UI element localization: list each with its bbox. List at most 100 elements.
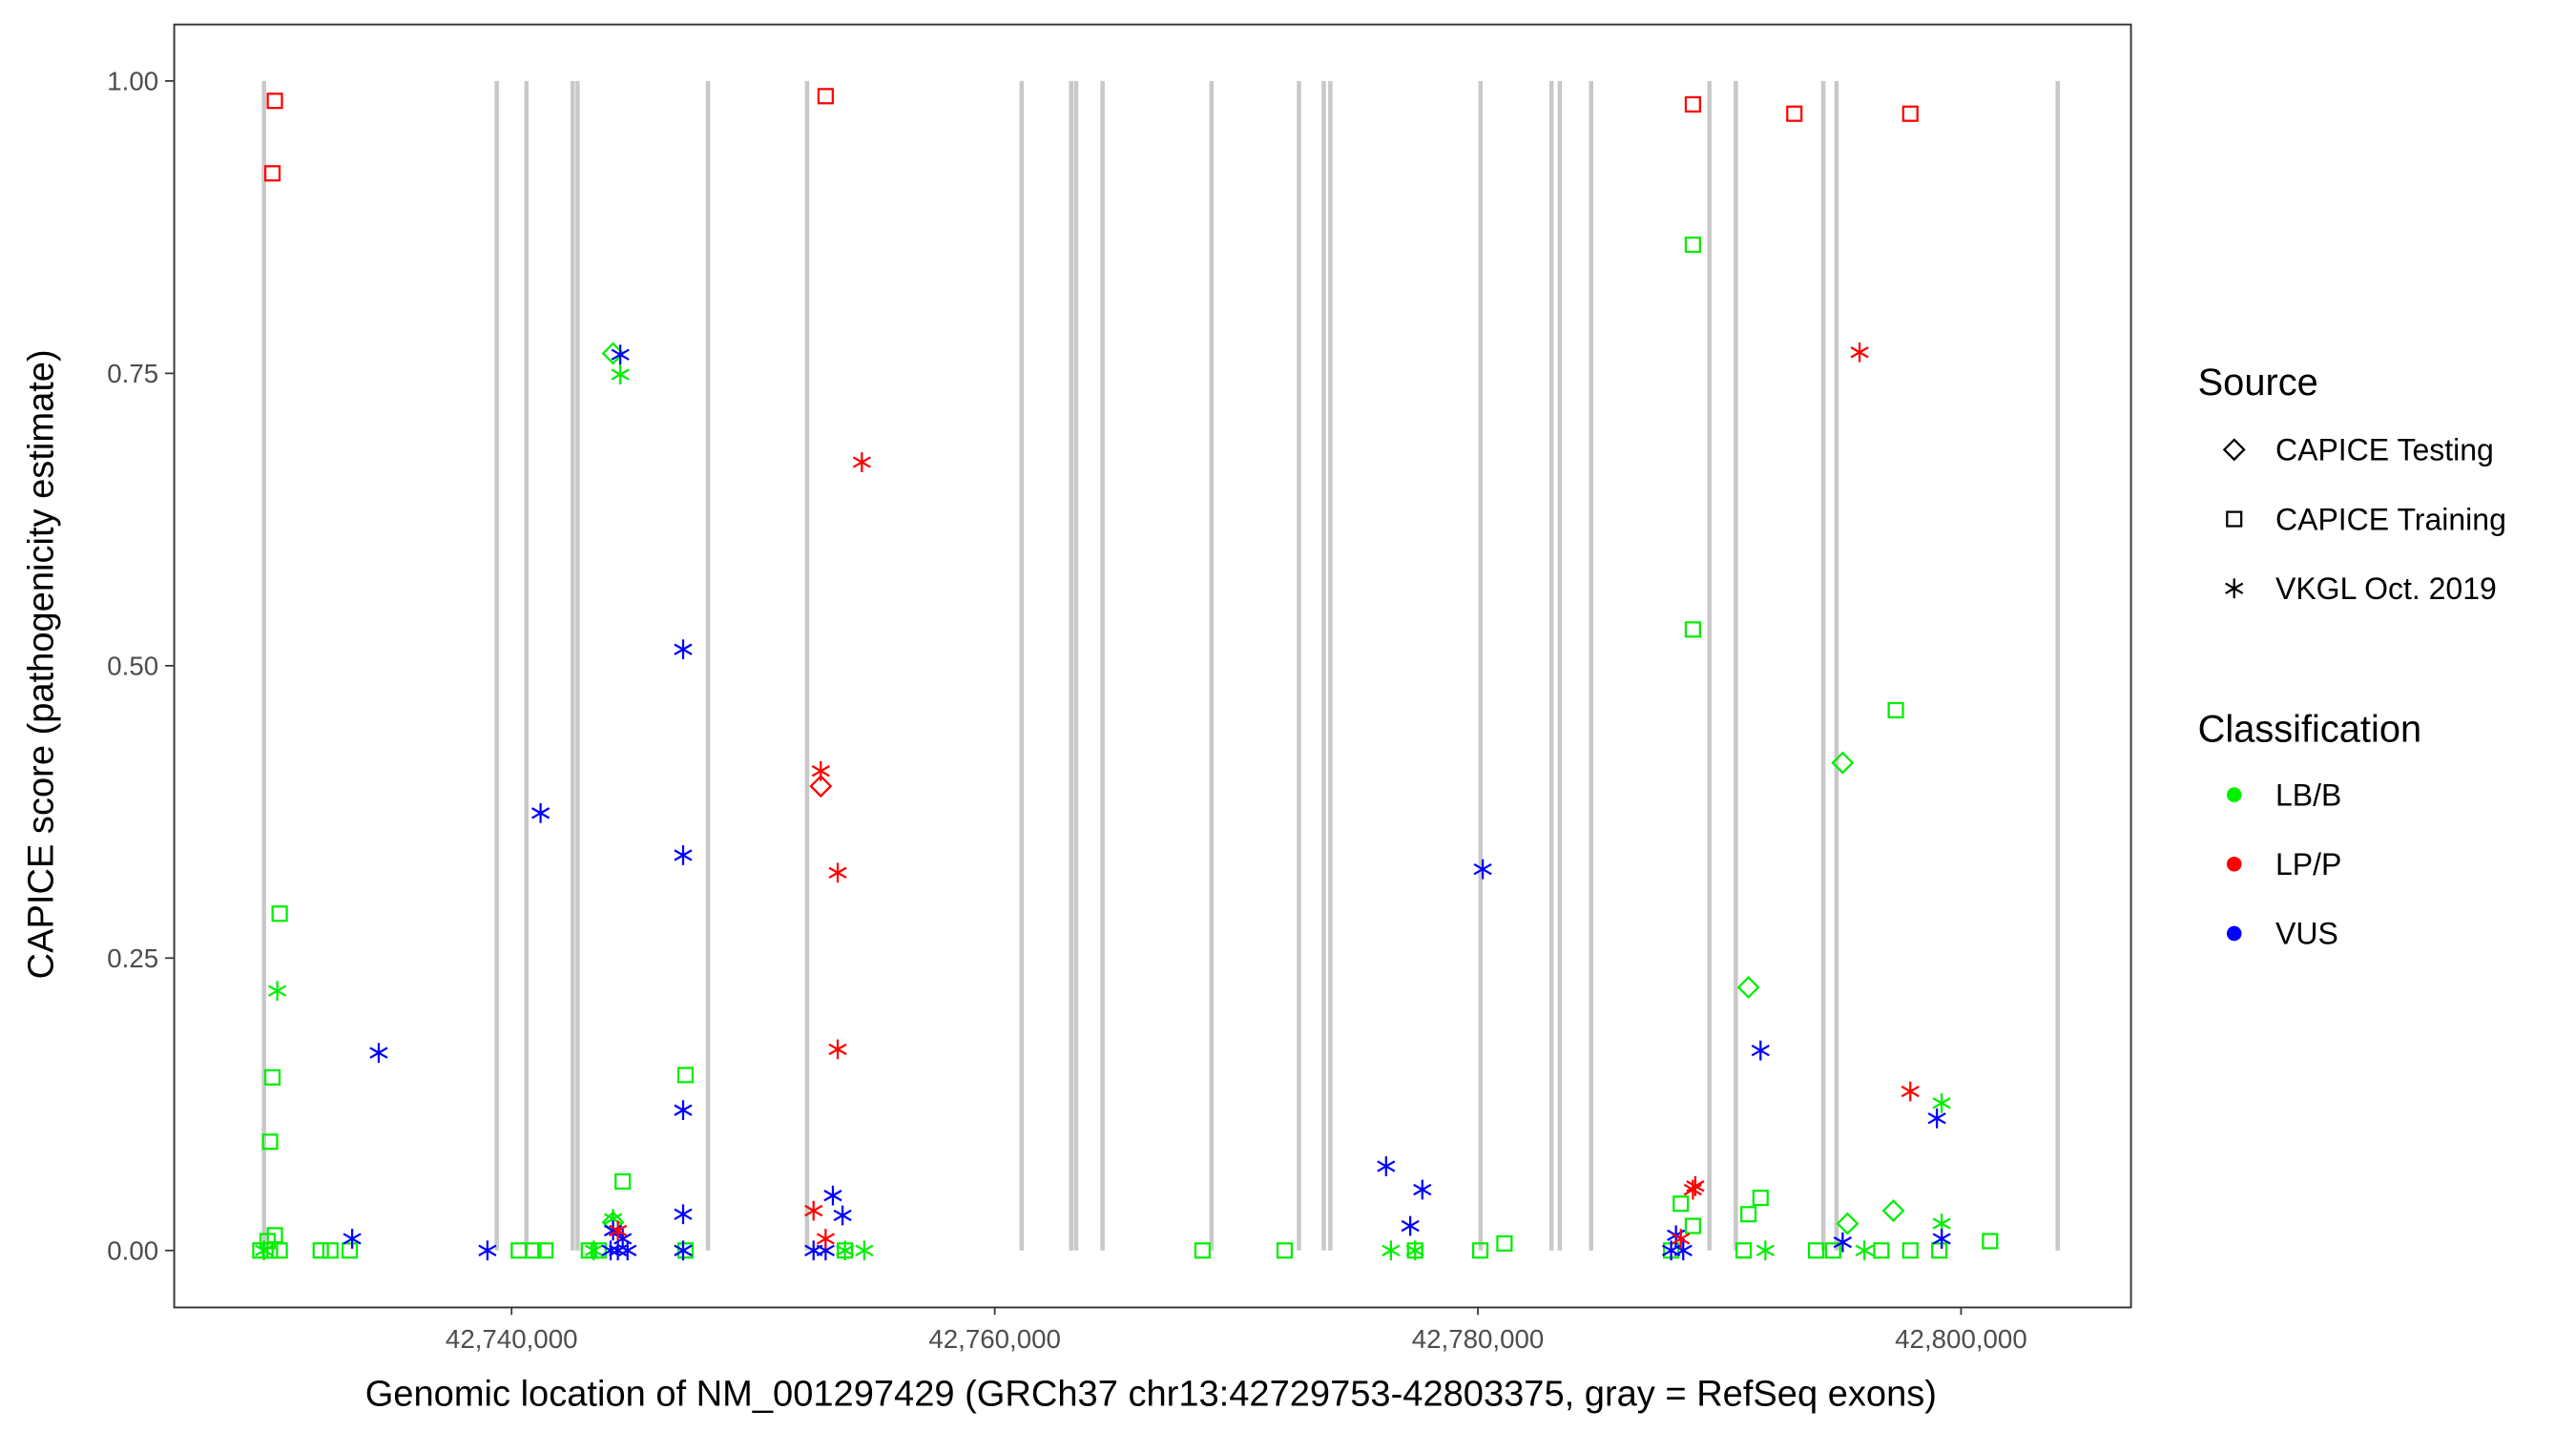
data-point	[1855, 1240, 1874, 1261]
data-point	[1881, 1199, 1905, 1223]
data-point	[255, 1240, 274, 1261]
y-tick-label: 1.00	[107, 66, 158, 95]
data-point	[1751, 1040, 1770, 1061]
data-point	[855, 1240, 874, 1261]
data-point	[674, 1240, 693, 1261]
data-point	[343, 1229, 362, 1249]
data-point	[1473, 859, 1492, 880]
y-tick-label: 0.25	[107, 944, 158, 973]
data-point	[369, 1043, 388, 1063]
x-tick-label: 42,780,000	[1412, 1324, 1545, 1354]
data-point	[580, 1242, 597, 1259]
data-point	[268, 981, 287, 1002]
data-point	[804, 1200, 823, 1221]
legend-key-training-icon	[2226, 510, 2243, 528]
data-point	[1755, 1240, 1775, 1261]
data-point	[817, 88, 834, 105]
data-point	[1824, 1242, 1841, 1259]
data-point	[1932, 1229, 1951, 1249]
data-point	[611, 364, 630, 384]
data-point	[609, 1220, 628, 1241]
data-point	[1887, 701, 1904, 718]
legend-label-class: LB/B	[2275, 778, 2341, 812]
data-point	[322, 1242, 339, 1259]
data-point	[614, 1172, 632, 1191]
y-tick-label: 0.50	[107, 651, 158, 680]
legend-dot-icon	[2226, 856, 2242, 872]
data-point	[1684, 95, 1701, 113]
data-point	[1982, 1233, 1999, 1250]
data-point	[1683, 1179, 1702, 1200]
legend-key-testing-icon	[2222, 438, 2246, 462]
data-point	[823, 1185, 842, 1206]
data-point	[590, 1242, 607, 1259]
data-point	[811, 760, 830, 781]
data-point	[1901, 1081, 1920, 1102]
y-tick-label: 0.00	[107, 1235, 158, 1265]
data-point	[271, 905, 288, 923]
legend-label-class: VUS	[2275, 917, 2338, 951]
data-point	[601, 1240, 620, 1261]
legend-dot-icon	[2226, 925, 2242, 942]
data-point	[1686, 1175, 1705, 1196]
y-axis: 0.00 0.25 0.50 0.75 1.00	[107, 66, 174, 1265]
x-tick-label: 42,800,000	[1895, 1324, 2027, 1354]
y-axis-title: CAPICE score (pathogenicity estimate)	[21, 349, 61, 979]
data-point	[1684, 621, 1701, 638]
data-point	[676, 1067, 695, 1084]
data-point	[1873, 1242, 1890, 1259]
data-point	[833, 1205, 852, 1226]
data-point	[1836, 1212, 1859, 1235]
data-point	[1381, 1240, 1401, 1261]
data-point	[1833, 1232, 1852, 1253]
data-point	[252, 1242, 269, 1259]
data-point	[1673, 1240, 1693, 1261]
data-point	[1276, 1242, 1294, 1259]
data-point	[674, 1100, 693, 1121]
data-point	[271, 1242, 288, 1259]
legend-source-title: Source	[2198, 362, 2318, 404]
data-point	[1194, 1242, 1211, 1259]
legend-classification-title: Classification	[2198, 709, 2421, 751]
data-point	[537, 1242, 554, 1259]
data-point	[1413, 1179, 1432, 1200]
data-point	[1931, 1242, 1948, 1259]
data-point	[1752, 1190, 1769, 1207]
legend-label-vkgl: VKGL Oct. 2019	[2275, 571, 2497, 606]
data-point	[1831, 751, 1855, 775]
data-point	[852, 452, 871, 472]
data-point	[618, 1240, 637, 1261]
data-point	[1472, 1242, 1489, 1259]
data-point	[1786, 105, 1803, 122]
data-point	[1901, 105, 1919, 122]
legend-label-training: CAPICE Training	[2275, 502, 2506, 536]
data-point	[1672, 1229, 1691, 1249]
data-point	[676, 1242, 695, 1259]
x-axis: 42,740,000 42,760,000 42,780,000 42,800,000	[446, 1306, 2027, 1354]
data-point	[1901, 1242, 1919, 1259]
data-point	[1496, 1234, 1513, 1252]
data-point	[1807, 1242, 1825, 1259]
data-point	[1684, 236, 1701, 254]
data-point	[674, 1204, 693, 1225]
x-tick-label: 42,740,000	[446, 1324, 578, 1354]
data-point	[1850, 342, 1869, 363]
data-point	[478, 1240, 497, 1261]
data-point	[342, 1242, 359, 1259]
data-point	[1405, 1240, 1424, 1261]
data-point	[312, 1242, 329, 1259]
data-point	[1377, 1156, 1396, 1176]
data-point	[263, 1068, 281, 1086]
data-point	[584, 1240, 603, 1261]
data-point	[263, 165, 281, 182]
data-point	[525, 1242, 542, 1259]
data-point	[1736, 975, 1760, 999]
data-point	[1740, 1206, 1757, 1223]
data-point	[261, 1133, 279, 1151]
legend: Source CAPICE Testing CAPICE Training VKGL…	[2198, 362, 2506, 950]
data-point	[611, 344, 630, 365]
data-point	[1672, 1195, 1690, 1213]
plot-panel-border	[173, 23, 2132, 1309]
legend-label-testing: CAPICE Testing	[2275, 433, 2494, 467]
